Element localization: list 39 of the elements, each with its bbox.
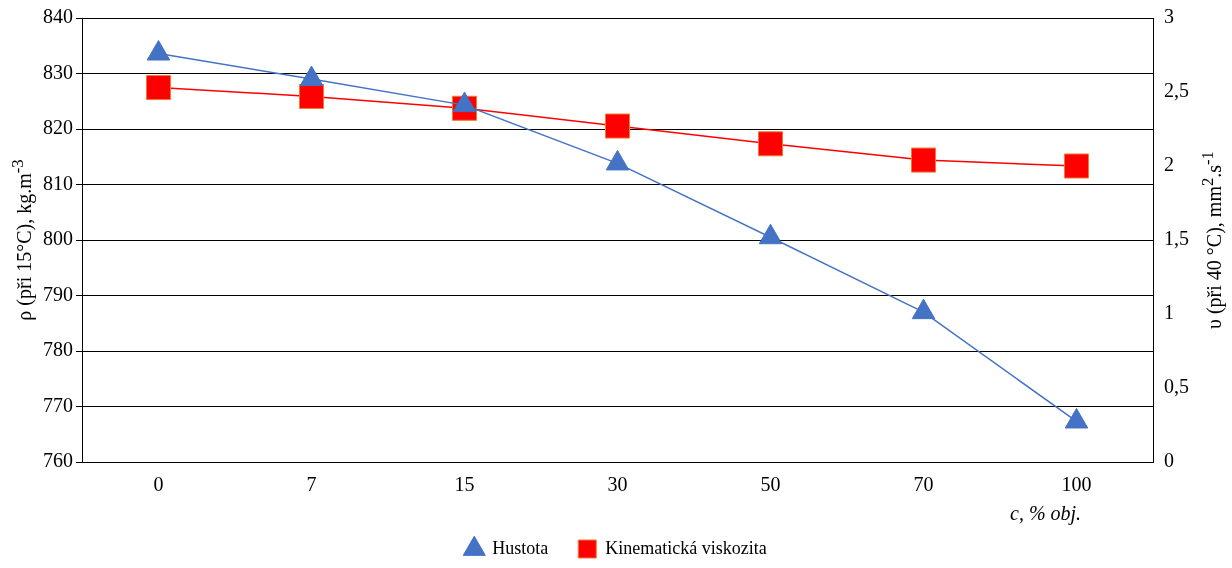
point: [298, 83, 325, 109]
point: [911, 298, 936, 320]
y-tick-label: 760: [43, 449, 73, 472]
y2-tick-label: 2,5: [1164, 79, 1189, 102]
x-tick-label: 30: [607, 473, 628, 496]
point: [146, 40, 171, 61]
point: [757, 131, 784, 157]
y-tick-label: 790: [43, 282, 73, 305]
y2-tick-label: 1,5: [1164, 227, 1189, 250]
legend-label: Kinematická viskozita: [605, 537, 767, 558]
y2-tick-label: 3: [1164, 5, 1174, 28]
x-tick-label: 100: [1061, 473, 1092, 496]
x-tick-label: 70: [913, 473, 934, 496]
y-tick-label: 830: [43, 60, 73, 83]
y-tick-label: 840: [43, 5, 73, 28]
y-tick-label: 770: [43, 393, 73, 416]
y2-tick-label: 0,5: [1164, 375, 1189, 398]
point: [1063, 153, 1090, 179]
y-tick-label: 820: [43, 116, 73, 139]
x-tick-label: 50: [760, 473, 781, 496]
y-tick-label: 800: [43, 227, 73, 250]
point: [1064, 407, 1089, 429]
x-axis-title: c, % obj.: [1010, 502, 1082, 525]
legend-label: Hustota: [492, 537, 549, 558]
y-tick-label: 810: [43, 171, 73, 194]
point: [452, 91, 477, 113]
point: [605, 149, 630, 171]
y2-tick-label: 2: [1164, 153, 1174, 176]
point: [145, 75, 172, 101]
point: [758, 223, 783, 245]
point: [604, 113, 631, 139]
point: [910, 147, 937, 173]
x-tick-label: 15: [454, 473, 475, 496]
y-tick-label: 780: [43, 338, 73, 361]
y2-tick-label: 0: [1164, 449, 1174, 472]
x-tick-label: 7: [306, 473, 317, 496]
point: [299, 65, 324, 87]
x-tick-label: 0: [153, 473, 164, 496]
y2-tick-label: 1: [1164, 301, 1174, 324]
